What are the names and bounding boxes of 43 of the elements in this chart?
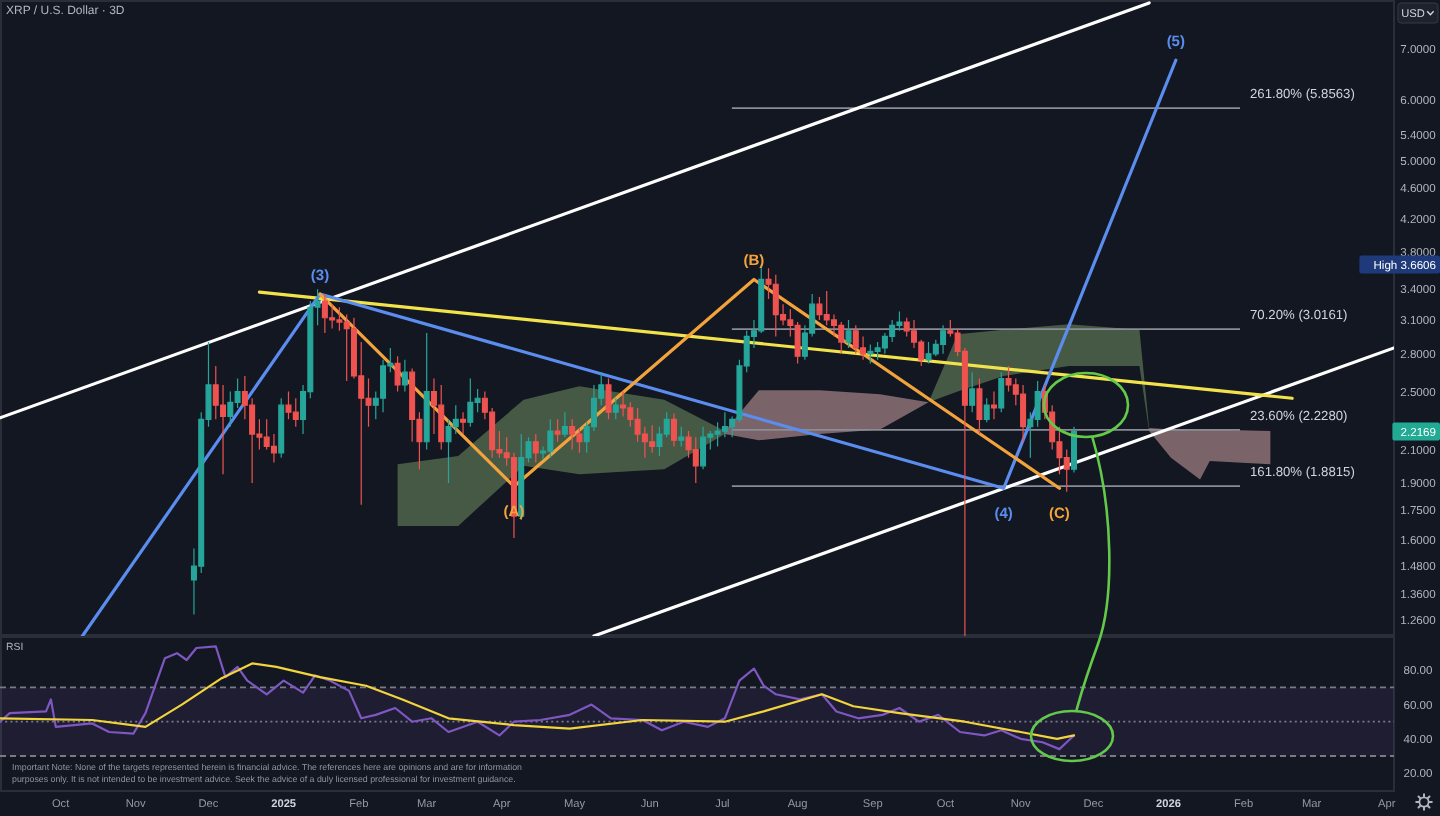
candlestick	[1020, 384, 1027, 443]
candlestick	[678, 426, 685, 448]
candlestick	[969, 371, 976, 413]
candlestick	[423, 332, 430, 451]
candlestick	[547, 418, 554, 459]
candlestick	[838, 321, 845, 355]
candlestick	[816, 296, 823, 321]
candlestick	[1070, 426, 1077, 474]
candlestick	[605, 377, 612, 420]
candlestick	[845, 319, 852, 349]
candlestick	[467, 377, 474, 428]
candlestick	[772, 274, 779, 338]
candlestick	[976, 377, 983, 435]
candlestick	[460, 411, 467, 435]
candlestick	[285, 390, 292, 420]
line-series	[0, 662, 1076, 740]
candlestick	[692, 436, 699, 484]
candlestick	[554, 418, 561, 443]
candlestick	[561, 411, 568, 438]
candlestick	[721, 411, 728, 438]
candlestick	[394, 355, 401, 393]
candlestick	[874, 341, 881, 361]
candlestick	[401, 359, 408, 393]
candlestick	[649, 424, 656, 454]
candlestick	[438, 384, 445, 451]
candlestick	[940, 324, 947, 355]
candlestick	[867, 343, 874, 365]
candlestick	[670, 412, 677, 448]
candlestick	[852, 324, 859, 355]
candlestick	[569, 418, 576, 451]
candlestick	[576, 427, 583, 454]
line-series	[80, 58, 1178, 636]
candlestick	[532, 433, 539, 464]
candlestick	[700, 426, 707, 470]
candlestick	[278, 397, 285, 459]
candlestick	[612, 397, 619, 420]
candlestick	[292, 397, 299, 428]
candlestick	[343, 313, 350, 382]
candlestick	[998, 371, 1005, 413]
candlestick	[925, 341, 932, 365]
candlestick	[983, 397, 990, 423]
candlestick	[990, 390, 997, 420]
candlestick	[321, 293, 328, 334]
